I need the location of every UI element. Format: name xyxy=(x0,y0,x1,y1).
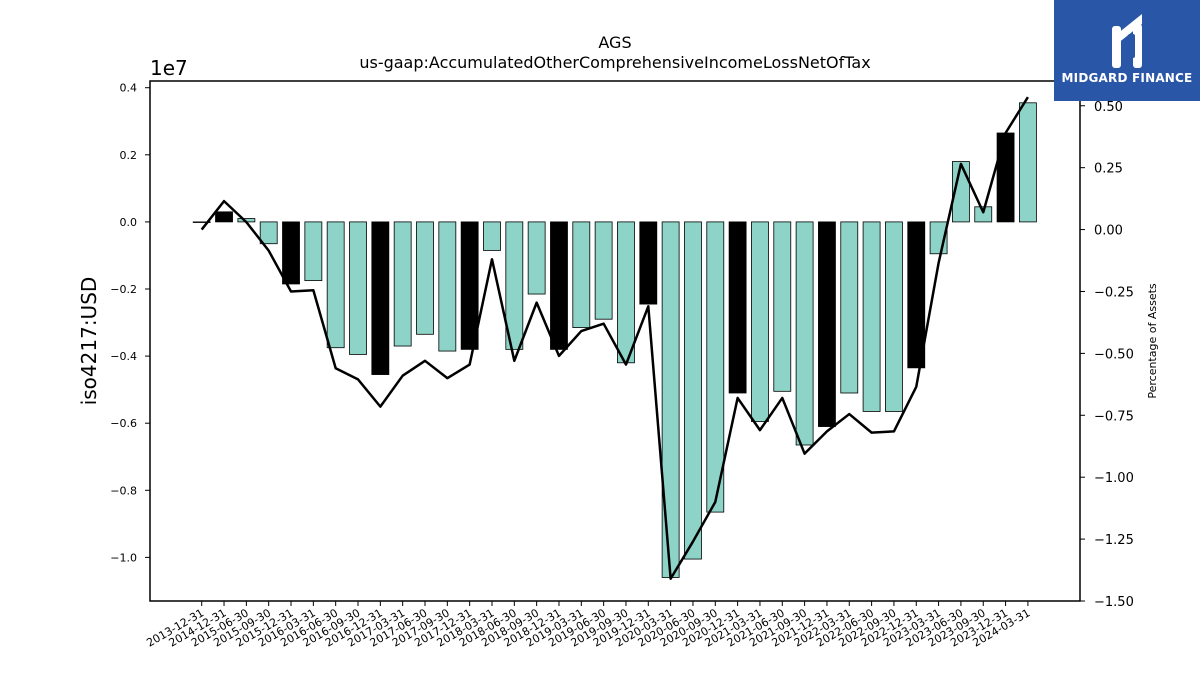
bar xyxy=(773,221,792,392)
y2-tick-label: −0.75 xyxy=(1094,409,1134,424)
bar xyxy=(371,221,390,375)
bar xyxy=(416,221,434,335)
y-tick-label: −0.2 xyxy=(110,283,137,296)
bar xyxy=(706,221,725,513)
bar xyxy=(974,206,993,223)
bar xyxy=(460,221,479,350)
bar xyxy=(192,221,211,223)
chart-subtitle: us-gaap:AccumulatedOtherComprehensiveInc… xyxy=(359,53,870,72)
bar xyxy=(728,221,747,394)
bar xyxy=(684,221,702,560)
y2-tick-label: 0.50 xyxy=(1094,100,1123,115)
bar xyxy=(572,221,591,328)
bar xyxy=(483,221,501,251)
y-tick-label: −0.4 xyxy=(110,350,137,363)
bar xyxy=(818,221,836,427)
y2-tick-label: −0.25 xyxy=(1094,285,1134,300)
bar xyxy=(840,221,859,394)
brand-logo: MIDGARD FINANCE xyxy=(1054,0,1200,101)
y2-tick-label: −0.50 xyxy=(1094,347,1134,362)
bar xyxy=(215,211,233,223)
bar xyxy=(505,221,524,350)
y2-axis-label: Percentage of Assets xyxy=(1146,283,1159,399)
y2-tick-label: 0.00 xyxy=(1094,224,1123,239)
y-tick-label: −0.6 xyxy=(110,417,137,430)
bar xyxy=(259,221,278,245)
y-tick-label: 0.4 xyxy=(120,82,138,95)
bar xyxy=(617,221,635,364)
bar xyxy=(282,221,300,285)
bar xyxy=(393,221,412,347)
axis-ticks: 0.4 0.2 0.0 −0.2 −0.4 −0.6 −0.8 −1.0 0.50 0.25 0.0… xyxy=(110,82,1134,650)
bar xyxy=(639,221,658,305)
bar xyxy=(661,221,680,578)
y2-tick-label: −1.00 xyxy=(1094,471,1134,486)
y2-tick-label: −1.25 xyxy=(1094,533,1134,548)
y-scale-label: 1e7 xyxy=(150,56,188,80)
series-line xyxy=(200,96,1029,580)
bar xyxy=(594,221,613,320)
bar xyxy=(326,221,345,349)
bar xyxy=(550,221,568,350)
bar xyxy=(885,221,903,412)
bar-series xyxy=(192,102,1037,578)
y2-tick-label: −1.50 xyxy=(1094,595,1134,610)
plot-frame xyxy=(149,80,1081,602)
bar xyxy=(862,221,881,412)
bar xyxy=(349,221,367,355)
bar xyxy=(527,221,546,295)
bar xyxy=(751,221,769,422)
y-tick-label: −1.0 xyxy=(110,551,137,564)
bar xyxy=(438,221,457,352)
bar xyxy=(795,221,814,446)
bar xyxy=(996,132,1015,223)
y-tick-label: 0.0 xyxy=(120,216,138,229)
logo-text: MIDGARD FINANCE xyxy=(1061,71,1193,85)
bar xyxy=(304,221,323,282)
bar xyxy=(907,221,926,369)
y2-tick-label: 0.25 xyxy=(1094,162,1123,177)
y-axis-label: iso4217:USD xyxy=(77,277,101,406)
y-tick-label: −0.8 xyxy=(110,484,137,497)
bar xyxy=(1019,102,1037,223)
bar xyxy=(952,161,970,223)
chart-title: AGS xyxy=(598,33,631,52)
y-tick-label: 0.2 xyxy=(120,149,138,162)
logo-icon xyxy=(1112,14,1142,68)
line-series xyxy=(200,96,1029,580)
